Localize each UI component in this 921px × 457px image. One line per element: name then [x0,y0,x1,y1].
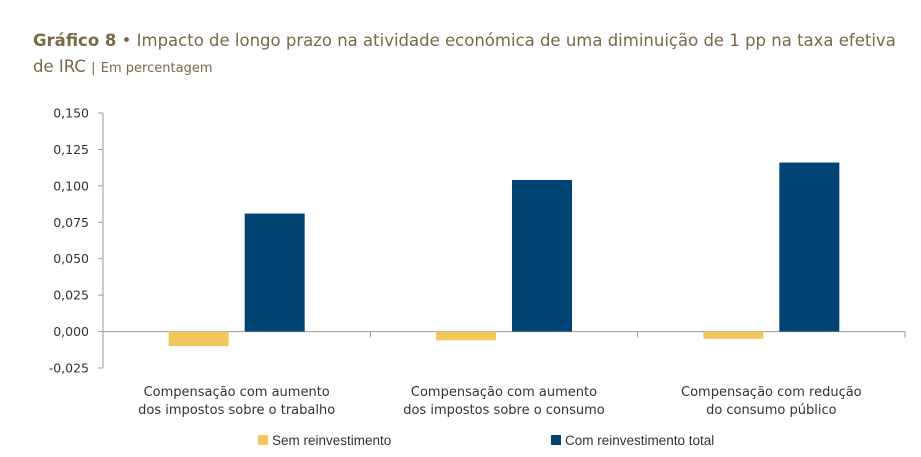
chart-title-text: Impacto de longo prazo na atividade econ… [33,31,896,76]
legend-swatch [258,435,268,445]
bar [244,213,305,332]
title-separator: • [121,31,132,50]
x-category-label: Compensação com redução [681,385,862,400]
y-tick-label: -0,025 [49,361,89,376]
y-tick-label: 0,025 [53,288,89,303]
y-tick-label: 0,075 [53,215,89,230]
unit-separator: | [91,61,96,76]
x-category-label: do consumo público [706,403,837,418]
y-tick-label: 0,100 [53,178,89,193]
y-tick-label: 0,000 [53,324,89,339]
chart-number: Gráfico 8 [33,31,117,50]
legend-label: Com reinvestimento total [565,433,714,448]
y-tick-label: 0,125 [53,142,89,157]
legend-label: Sem reinvestimento [272,433,391,448]
y-tick-label: 0,150 [53,106,89,121]
x-category-label: dos impostos sobre o consumo [403,403,605,418]
bar [436,331,496,341]
y-tick-label: 0,050 [53,251,89,266]
bar [703,331,764,339]
bar [512,180,572,332]
x-category-label: Compensação com aumento [144,385,330,400]
x-category-label: Compensação com aumento [411,385,597,400]
bar [168,331,229,347]
x-category-label: dos impostos sobre o trabalho [138,403,335,418]
legend-swatch [551,435,561,445]
bar [779,162,840,332]
chart-title: Gráfico 8 • Impacto de longo prazo na at… [33,28,908,82]
chart-subtitle: Em percentagem [100,61,213,76]
